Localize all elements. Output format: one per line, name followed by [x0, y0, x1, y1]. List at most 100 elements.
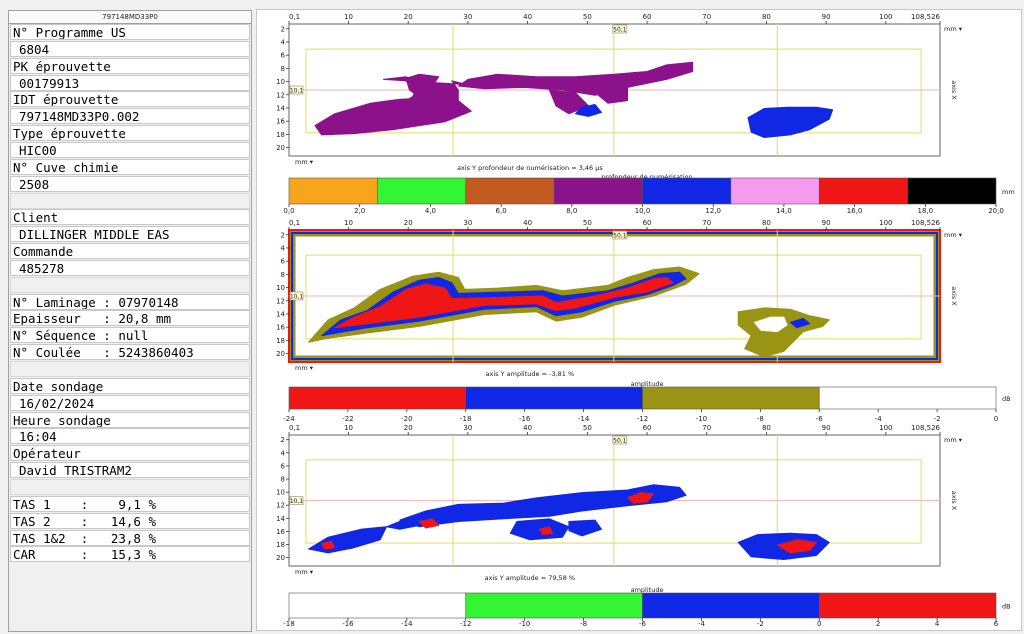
marker-left-label: 10,1 [290, 498, 304, 505]
x-tick-label: 100 [879, 424, 892, 432]
indication-blob [399, 484, 687, 528]
palette-tick-label: -16 [342, 620, 354, 628]
axis-right-label: axis X [950, 491, 958, 511]
palette-swatch [642, 177, 732, 205]
palette-tick-label: 8,0 [566, 207, 577, 215]
palette-swatch [465, 386, 643, 410]
panel-header: 797148MD33P0 [9, 11, 251, 24]
x-tick-label: 50 [583, 13, 592, 21]
y-tick-label: 6 [281, 52, 286, 60]
y-tick-label: 18 [276, 541, 285, 549]
palette-swatch [642, 386, 820, 410]
palette-tick-label: 4,0 [425, 207, 436, 215]
x-tick-label: 90 [822, 13, 831, 21]
y-tick-label: 20 [276, 144, 285, 152]
axis-right-label: axis X [950, 286, 958, 306]
scan-views: 50,1 10,1 0,1 10 20 30 40 50 60 70 80 90 100 108,526 2… [256, 9, 1022, 631]
marker-box [289, 85, 304, 95]
x-tick-label: 70 [702, 13, 711, 21]
palette-tick-label: 14,0 [776, 207, 792, 215]
palette-tick-label: -12 [637, 415, 648, 423]
marker-box [289, 291, 304, 301]
y-tick-label: 2 [281, 25, 285, 33]
info-row: Date sondage [10, 377, 250, 394]
palette-tick-label: 20,0 [988, 207, 1004, 215]
palette-tick-label: 12,0 [705, 207, 721, 215]
palette-unit: dB [1002, 603, 1011, 611]
marker-left: 10,1 [289, 85, 304, 95]
info-row: N° Laminage : 07970148 [10, 293, 250, 310]
x-tick-label: 10 [344, 13, 353, 21]
scan-caption: axis Y amplitude = -3,81 % [486, 370, 575, 378]
info-row: 2508 [10, 175, 250, 192]
marker-top: 50,1 [612, 435, 628, 445]
unit-top-label: mm ▾ [944, 436, 963, 444]
scan-caption: axis Y profondeur de numérisation = 3,46… [457, 164, 603, 172]
x-tick-label: 80 [762, 13, 771, 21]
marker-left-label: 10,1 [290, 88, 304, 95]
y-tick-label: 6 [281, 258, 286, 266]
palette-swatch [907, 177, 997, 205]
palette-tick-label: 0,0 [283, 207, 294, 215]
palette-unit: dB [1002, 395, 1011, 403]
y-tick-label: 14 [276, 310, 285, 318]
marker-left-label: 10,1 [290, 294, 304, 301]
info-row: 6804 [10, 40, 250, 57]
marker-box [612, 435, 628, 445]
palette-swatch [288, 177, 378, 205]
info-row: N° Programme US [10, 24, 250, 40]
palette-tick-label: -8 [757, 415, 764, 423]
marker-top: 50,1 [612, 230, 628, 240]
indication-blob [405, 78, 440, 100]
marker-top: 50,1 [612, 24, 628, 34]
palette-swatch [818, 386, 997, 410]
x-tick-label: 80 [762, 424, 771, 432]
x-tick-label: 60 [643, 13, 652, 21]
palette-tick-label: 10,0 [635, 207, 651, 215]
y-tick-label: 18 [276, 337, 285, 345]
palette-tick-label: -6 [816, 415, 824, 423]
palette-swatch [818, 592, 997, 619]
y-tick-label: 14 [276, 104, 285, 112]
palette-legend: amplitude -18 -16 -14 -12 -10 -8 -6 -4 -2 0 2 4 6 dB [283, 586, 1010, 628]
palette-swatch [818, 177, 908, 205]
x-tick-label: 90 [822, 424, 831, 432]
palette-tick-label: 0 [994, 415, 998, 423]
info-row: N° Coulée : 5243860403 [10, 344, 250, 361]
indication-blob [539, 526, 554, 536]
y-tick-label: 10 [276, 284, 285, 292]
x-tick-label: 30 [463, 424, 472, 432]
info-row: N° Cuve chimie [10, 158, 250, 175]
info-spacer [10, 361, 250, 377]
x-tick-label: 0,1 [289, 13, 300, 21]
palette-swatch [465, 592, 643, 619]
indication-blob [747, 106, 834, 138]
indication-blob [754, 316, 788, 333]
palette-swatch [642, 592, 820, 619]
palette-tick-label: 2,0 [354, 207, 365, 215]
palette-swatch [730, 177, 820, 205]
info-row: Commande [10, 243, 250, 260]
y-tick-label: 10 [276, 78, 285, 86]
x-tick-label: 20 [404, 424, 413, 432]
marker-box [289, 496, 304, 505]
palette-tick-label: -22 [342, 415, 353, 423]
palette-title: amplitude [631, 586, 664, 594]
palette-tick-label: -4 [875, 415, 883, 423]
y-tick-label: 10 [276, 489, 285, 497]
info-row: 485278 [10, 259, 250, 276]
info-row: CAR : 15,3 % [10, 546, 250, 563]
x-tick-label: 80 [762, 219, 771, 227]
x-tick-label: 108,526 [911, 424, 940, 432]
palette-tick-label: -12 [460, 620, 471, 628]
y-tick-label: 16 [276, 118, 285, 126]
info-row: TAS 2 : 14,6 % [10, 512, 250, 529]
info-row: Type éprouvette [10, 125, 250, 142]
y-tick-label: 8 [281, 271, 285, 279]
scan-panel-amplitude-1: 50,110,10,1 10 20 30 40 50 60 70 80 90 100 108,5262… [276, 219, 1011, 423]
indication-blob [776, 539, 817, 554]
palette-unit: mm [1002, 188, 1015, 196]
y-tick-label: 14 [276, 515, 285, 523]
info-row: HIC00 [10, 141, 250, 158]
info-spacer [10, 478, 250, 495]
